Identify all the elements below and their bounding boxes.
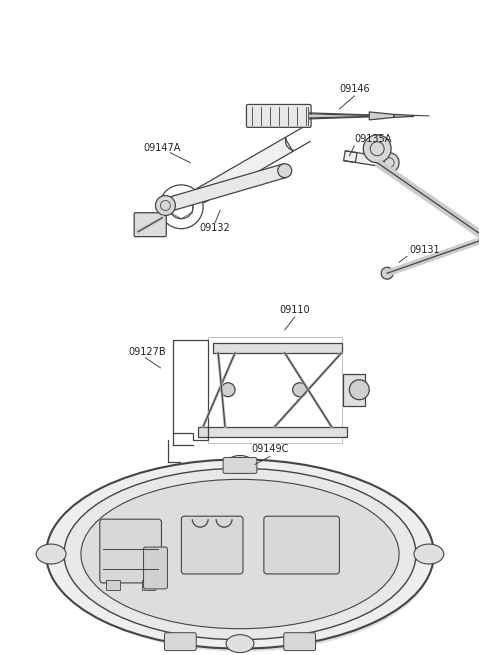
FancyBboxPatch shape	[181, 516, 243, 574]
Ellipse shape	[226, 635, 254, 652]
Text: 09135A: 09135A	[354, 134, 392, 144]
Bar	[208, 337, 342, 443]
Polygon shape	[394, 115, 414, 117]
Circle shape	[363, 135, 391, 162]
Circle shape	[278, 164, 292, 178]
Circle shape	[221, 383, 235, 397]
Bar	[198, 426, 348, 436]
Ellipse shape	[226, 455, 254, 474]
Text: 09147A: 09147A	[144, 143, 181, 153]
Ellipse shape	[64, 468, 416, 640]
Circle shape	[156, 196, 175, 215]
FancyBboxPatch shape	[246, 104, 311, 127]
Ellipse shape	[54, 468, 432, 652]
Circle shape	[381, 267, 393, 279]
Ellipse shape	[46, 459, 434, 648]
Circle shape	[293, 383, 307, 397]
Bar	[213, 343, 342, 353]
FancyBboxPatch shape	[100, 519, 161, 583]
FancyBboxPatch shape	[264, 516, 339, 574]
Text: 09131: 09131	[409, 246, 440, 255]
FancyBboxPatch shape	[144, 547, 168, 589]
Text: 09127B: 09127B	[129, 347, 166, 357]
Ellipse shape	[81, 479, 399, 629]
Polygon shape	[344, 151, 390, 168]
Ellipse shape	[36, 544, 66, 564]
Bar	[142, 580, 156, 590]
Text: 09132: 09132	[200, 223, 230, 233]
Ellipse shape	[414, 544, 444, 564]
Bar	[106, 580, 120, 590]
Bar	[343, 374, 365, 405]
Text: 09146: 09146	[339, 84, 370, 94]
Text: 09110: 09110	[279, 305, 310, 315]
Polygon shape	[369, 112, 394, 120]
Circle shape	[349, 380, 369, 400]
Circle shape	[379, 153, 399, 173]
Polygon shape	[164, 164, 287, 212]
Text: 09149C: 09149C	[251, 445, 288, 455]
FancyBboxPatch shape	[284, 633, 315, 650]
Polygon shape	[196, 138, 293, 202]
FancyBboxPatch shape	[223, 457, 257, 474]
FancyBboxPatch shape	[134, 213, 166, 236]
FancyBboxPatch shape	[165, 633, 196, 650]
